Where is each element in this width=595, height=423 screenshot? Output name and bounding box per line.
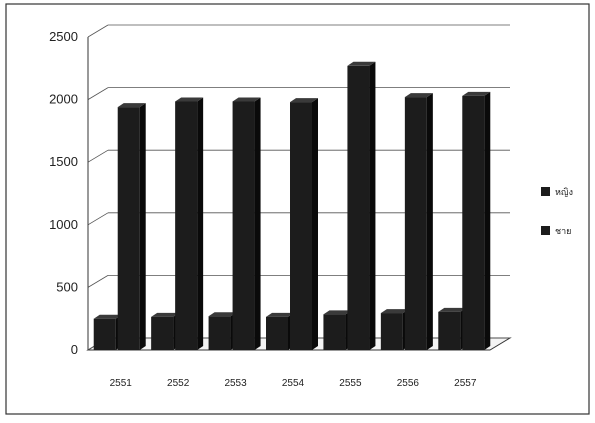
bar-side xyxy=(254,97,261,350)
bar xyxy=(438,311,461,350)
y-tick-label: 2000 xyxy=(49,92,78,107)
bar-top xyxy=(380,309,409,314)
gridline-depth xyxy=(87,24,109,38)
bar-side xyxy=(369,61,376,351)
bar xyxy=(266,316,288,350)
legend-swatch-male xyxy=(541,226,550,235)
bar xyxy=(347,65,370,351)
legend-swatch-female xyxy=(541,187,550,196)
gridline-depth xyxy=(87,275,109,288)
x-tick-label: 2553 xyxy=(224,378,247,389)
bar xyxy=(93,318,116,350)
x-tick-label: 2557 xyxy=(454,378,477,389)
x-tick-label: 2551 xyxy=(110,378,133,389)
bar-side xyxy=(312,98,318,350)
bar xyxy=(117,107,140,350)
bar-top xyxy=(175,97,204,102)
bar xyxy=(462,95,485,351)
bar-side xyxy=(484,91,491,351)
bar-top xyxy=(232,97,261,102)
y-tick-label: 500 xyxy=(56,279,78,294)
bar-top xyxy=(323,310,352,315)
bar-top xyxy=(347,61,376,66)
x-tick-label: 2555 xyxy=(339,378,362,389)
y-tick-label: 2500 xyxy=(49,29,78,44)
bars xyxy=(93,61,491,351)
bar-top xyxy=(266,312,294,317)
bar-top xyxy=(290,98,318,103)
bar xyxy=(380,313,403,350)
bar-side xyxy=(426,93,433,350)
bar xyxy=(323,314,346,350)
bar-top xyxy=(117,103,146,108)
bar-top xyxy=(462,91,491,96)
y-tick-label: 0 xyxy=(71,342,78,357)
x-tick-label: 2552 xyxy=(167,378,190,389)
bar-top xyxy=(404,93,433,98)
legend-label-female: หญิง xyxy=(555,187,573,197)
bar-top xyxy=(438,307,467,312)
x-tick-label: 2556 xyxy=(397,378,420,389)
bar xyxy=(290,102,312,350)
gridline-depth xyxy=(87,212,109,226)
gridline-depth xyxy=(87,149,109,163)
legend: หญิง ชาย xyxy=(541,187,573,236)
bar xyxy=(175,101,198,350)
bar-side xyxy=(197,97,204,350)
bar xyxy=(404,97,427,350)
gridline-depth xyxy=(87,87,109,100)
bar xyxy=(232,101,255,350)
x-axis: 2551 2552 2553 2554 2555 2556 2557 xyxy=(110,378,477,389)
bar-side xyxy=(139,103,146,350)
bar-top xyxy=(208,312,237,317)
y-tick-label: 1000 xyxy=(49,217,78,232)
legend-label-male: ชาย xyxy=(555,226,571,236)
bar xyxy=(208,316,231,350)
y-tick-label: 1500 xyxy=(49,154,78,169)
x-tick-label: 2554 xyxy=(282,378,305,389)
bar xyxy=(151,316,174,350)
y-axis: 0 500 1000 1500 2000 2500 xyxy=(49,29,89,357)
bar-top xyxy=(151,312,180,317)
bar-top xyxy=(93,314,122,319)
